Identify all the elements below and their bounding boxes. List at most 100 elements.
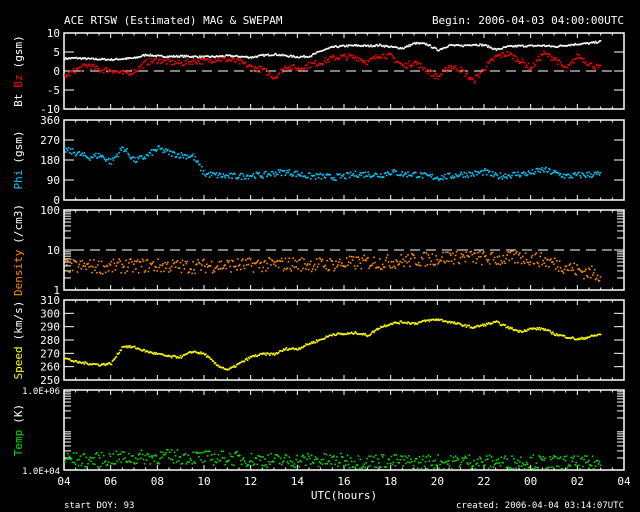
data-point-temp — [76, 459, 79, 461]
data-point-bz — [138, 67, 141, 70]
data-point-speed — [126, 346, 128, 349]
data-point-speed — [477, 324, 479, 327]
data-point-density — [420, 256, 423, 259]
data-point-bz — [311, 62, 314, 64]
data-point-temp — [163, 453, 165, 456]
data-point-bt — [508, 45, 510, 47]
data-point-phi — [419, 171, 422, 174]
data-point-phi — [159, 147, 161, 150]
data-point-speed — [242, 360, 245, 363]
data-point-temp — [119, 453, 122, 455]
data-point-density — [380, 268, 383, 271]
data-point-temp — [309, 463, 312, 465]
data-point-phi — [211, 172, 214, 174]
data-point-density — [154, 265, 157, 268]
data-point-density — [126, 270, 128, 272]
data-point-temp — [341, 456, 343, 458]
data-point-speed — [436, 319, 438, 322]
data-point-temp — [175, 461, 178, 463]
data-point-density — [174, 266, 177, 268]
data-point-density — [94, 269, 96, 272]
data-point-temp — [581, 456, 583, 459]
data-point-speed — [160, 353, 162, 356]
data-point-bt — [108, 58, 111, 61]
data-point-temp — [258, 455, 261, 458]
data-point-bz — [203, 59, 205, 61]
data-point-bz — [182, 64, 185, 66]
data-point-phi — [573, 173, 576, 176]
data-point-bz — [353, 57, 356, 59]
data-point-phi — [556, 172, 559, 174]
data-point-speed — [448, 321, 450, 323]
data-point-density — [196, 263, 198, 265]
data-point-bz — [376, 56, 378, 59]
data-point-density — [192, 260, 194, 263]
data-point-phi — [477, 170, 479, 173]
data-point-temp — [316, 458, 319, 460]
data-point-bz — [395, 60, 398, 63]
data-point-temp — [395, 454, 398, 456]
data-point-bz — [205, 58, 208, 61]
data-point-bt — [599, 40, 602, 42]
data-point-density — [340, 264, 342, 267]
data-point-bz — [524, 66, 527, 68]
data-point-density — [300, 270, 302, 272]
data-point-phi — [108, 162, 111, 165]
y-axis-label-bt-bz: BtBz(gsm) — [12, 35, 25, 107]
data-point-density — [559, 267, 562, 269]
data-point-bz — [501, 51, 504, 54]
data-point-bt — [235, 55, 237, 57]
data-point-density — [86, 263, 88, 265]
data-point-density — [348, 255, 351, 258]
data-point-bz — [419, 63, 422, 65]
data-point-bz — [161, 61, 163, 64]
data-point-temp — [575, 461, 577, 464]
data-point-bt — [365, 45, 367, 47]
data-point-phi — [99, 154, 102, 157]
data-point-density — [582, 270, 584, 273]
data-point-bt — [466, 44, 469, 46]
data-point-bz — [337, 58, 339, 60]
data-point-phi — [323, 176, 326, 178]
data-point-density — [139, 261, 142, 263]
data-point-bt — [232, 56, 234, 58]
data-point-bt — [349, 44, 352, 47]
data-point-bz — [507, 54, 509, 57]
data-point-temp — [146, 452, 149, 455]
data-point-phi — [64, 146, 66, 149]
data-point-phi — [288, 169, 291, 171]
data-point-phi — [535, 167, 538, 170]
data-point-temp — [183, 454, 186, 456]
data-point-speed — [490, 322, 493, 325]
data-point-bz — [385, 57, 388, 60]
data-point-speed — [589, 336, 591, 338]
data-point-temp — [556, 457, 559, 460]
data-point-density — [407, 254, 409, 256]
data-point-speed — [519, 329, 521, 332]
data-point-bz — [525, 64, 528, 67]
data-point-phi — [190, 154, 192, 157]
data-point-temp — [405, 462, 407, 465]
y-axis-label-temp: Temp(K) — [12, 404, 25, 456]
data-point-bz — [176, 62, 179, 65]
data-point-phi — [345, 172, 348, 174]
data-point-temp — [402, 465, 404, 467]
data-point-density — [307, 263, 309, 265]
data-point-bt — [368, 45, 370, 48]
data-point-temp — [587, 461, 589, 463]
x-tick-label: 04 — [617, 475, 631, 488]
data-point-phi — [501, 178, 504, 180]
data-point-temp — [328, 460, 331, 462]
data-point-bz — [436, 75, 438, 77]
data-point-phi — [214, 173, 217, 176]
data-point-temp — [201, 452, 203, 454]
data-point-bz — [125, 71, 127, 73]
data-point-bt — [133, 57, 135, 59]
data-point-bz — [165, 60, 167, 62]
data-point-temp — [389, 462, 392, 465]
data-point-bt — [553, 45, 555, 48]
data-point-temp — [391, 463, 394, 466]
data-point-speed — [308, 343, 310, 346]
data-point-bt — [126, 57, 128, 59]
